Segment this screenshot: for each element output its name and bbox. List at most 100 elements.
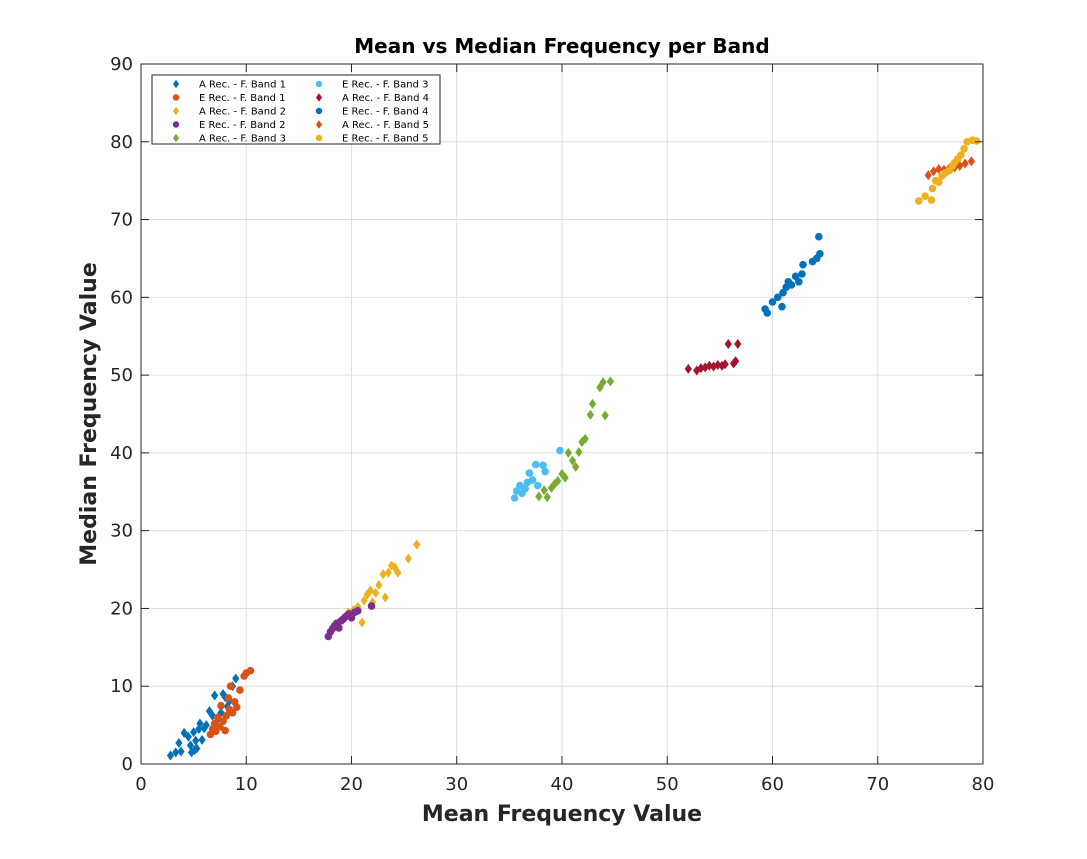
diamond-point [564,447,572,458]
circle-point [232,703,241,712]
diamond-point [184,731,192,742]
diamond-point [929,166,938,177]
diamond-point [175,738,183,748]
circle-point [521,484,529,493]
circle-point [246,666,255,675]
x-tick-label: 30 [445,774,468,795]
diamond-point [198,734,206,745]
circle-point [773,293,782,302]
diamond-point [363,589,371,600]
legend-marker [315,107,323,115]
data-points [166,136,981,761]
circle-point [367,602,376,610]
diamond-point [404,553,412,564]
diamond-point [924,170,932,181]
circle-point [335,624,343,632]
circle-point [816,249,824,258]
circle-point [921,192,929,201]
legend-marker [172,133,180,143]
diamond-point [211,690,219,701]
diamond-point [718,360,726,371]
circle-point [539,461,547,470]
diamond-point [693,365,701,376]
diamond-point [192,735,200,746]
circle-point [768,298,777,306]
diamond-point [568,455,577,466]
y-tick-label: 50 [110,365,133,386]
legend-marker [315,93,323,102]
diamond-point [721,359,729,370]
circle-point [927,196,936,204]
diamond-point [724,339,732,349]
legend-entry: E Rec. - F. Band 1 [199,93,286,104]
diamond-point [535,491,543,502]
circle-point [236,686,244,694]
legend-entry: A Rec. - F. Band 5 [342,120,429,131]
diamond-point [381,592,389,603]
diamond-point [177,746,185,757]
circle-point [525,469,534,477]
y-tick-label: 0 [122,754,133,775]
axis-ticks: 0 10 20 30 40 50 60 70 80 0 10 20 30 40 50 60 70 80 90 [110,54,994,795]
legend-entry: A Rec. - F. Band 1 [199,80,286,91]
y-axis-label: Median Frequency Value [77,262,102,566]
diamond-point [358,617,366,628]
x-tick-label: 0 [135,774,146,795]
circle-point [957,151,965,159]
circle-point [528,476,537,484]
legend-entry: E Rec. - F. Band 3 [342,80,429,91]
legend-marker [315,120,323,129]
diamond-point [705,360,713,371]
y-tick-label: 40 [110,443,133,464]
legend-marker [315,80,323,88]
x-tick-label: 40 [551,774,574,795]
diamond-point [360,595,368,606]
circle-point [787,281,796,289]
x-tick-label: 20 [340,774,363,795]
diamond-point [166,750,175,761]
diamond-point [581,433,589,444]
diamond-point [172,747,180,758]
x-tick-label: 60 [761,774,784,795]
circle-point [763,309,772,317]
circle-point [226,682,235,691]
circle-point [224,694,233,702]
diamond-point [734,339,742,349]
circle-point [960,144,968,153]
diamond-point [391,562,399,573]
x-tick-label: 70 [866,774,889,795]
diamond-point [554,475,562,486]
legend-marker [172,79,180,89]
diamond-point [196,718,204,729]
diamond-point [561,472,569,483]
diamond-point [384,567,392,578]
y-tick-label: 80 [110,132,133,153]
legend-marker [315,134,323,142]
y-tick-label: 70 [110,210,133,231]
legend-entry: A Rec. - F. Band 3 [199,134,286,145]
legend-entry: A Rec. - F. Band 2 [199,107,286,118]
diamond-point [575,447,583,458]
circle-point [533,481,542,490]
circle-point [541,467,549,476]
diamond-point [601,410,609,421]
y-tick-label: 10 [110,676,133,697]
diamond-point [232,673,240,684]
legend-marker [172,121,180,128]
diamond-point [714,360,722,370]
circle-point [799,260,807,269]
legend-entry: E Rec. - F. Band 4 [342,107,429,118]
diamond-point [697,363,705,374]
circle-point [217,701,225,710]
legend-entry: A Rec. - F. Band 4 [342,93,429,104]
circle-point [972,137,981,145]
diamond-point [572,461,580,472]
diamond-point [193,743,201,754]
circle-point [798,270,806,278]
x-tick-label: 50 [656,774,679,795]
circle-point [934,178,943,187]
circle-point [556,446,564,455]
x-tick-label: 10 [235,774,258,795]
circle-point [221,726,229,735]
